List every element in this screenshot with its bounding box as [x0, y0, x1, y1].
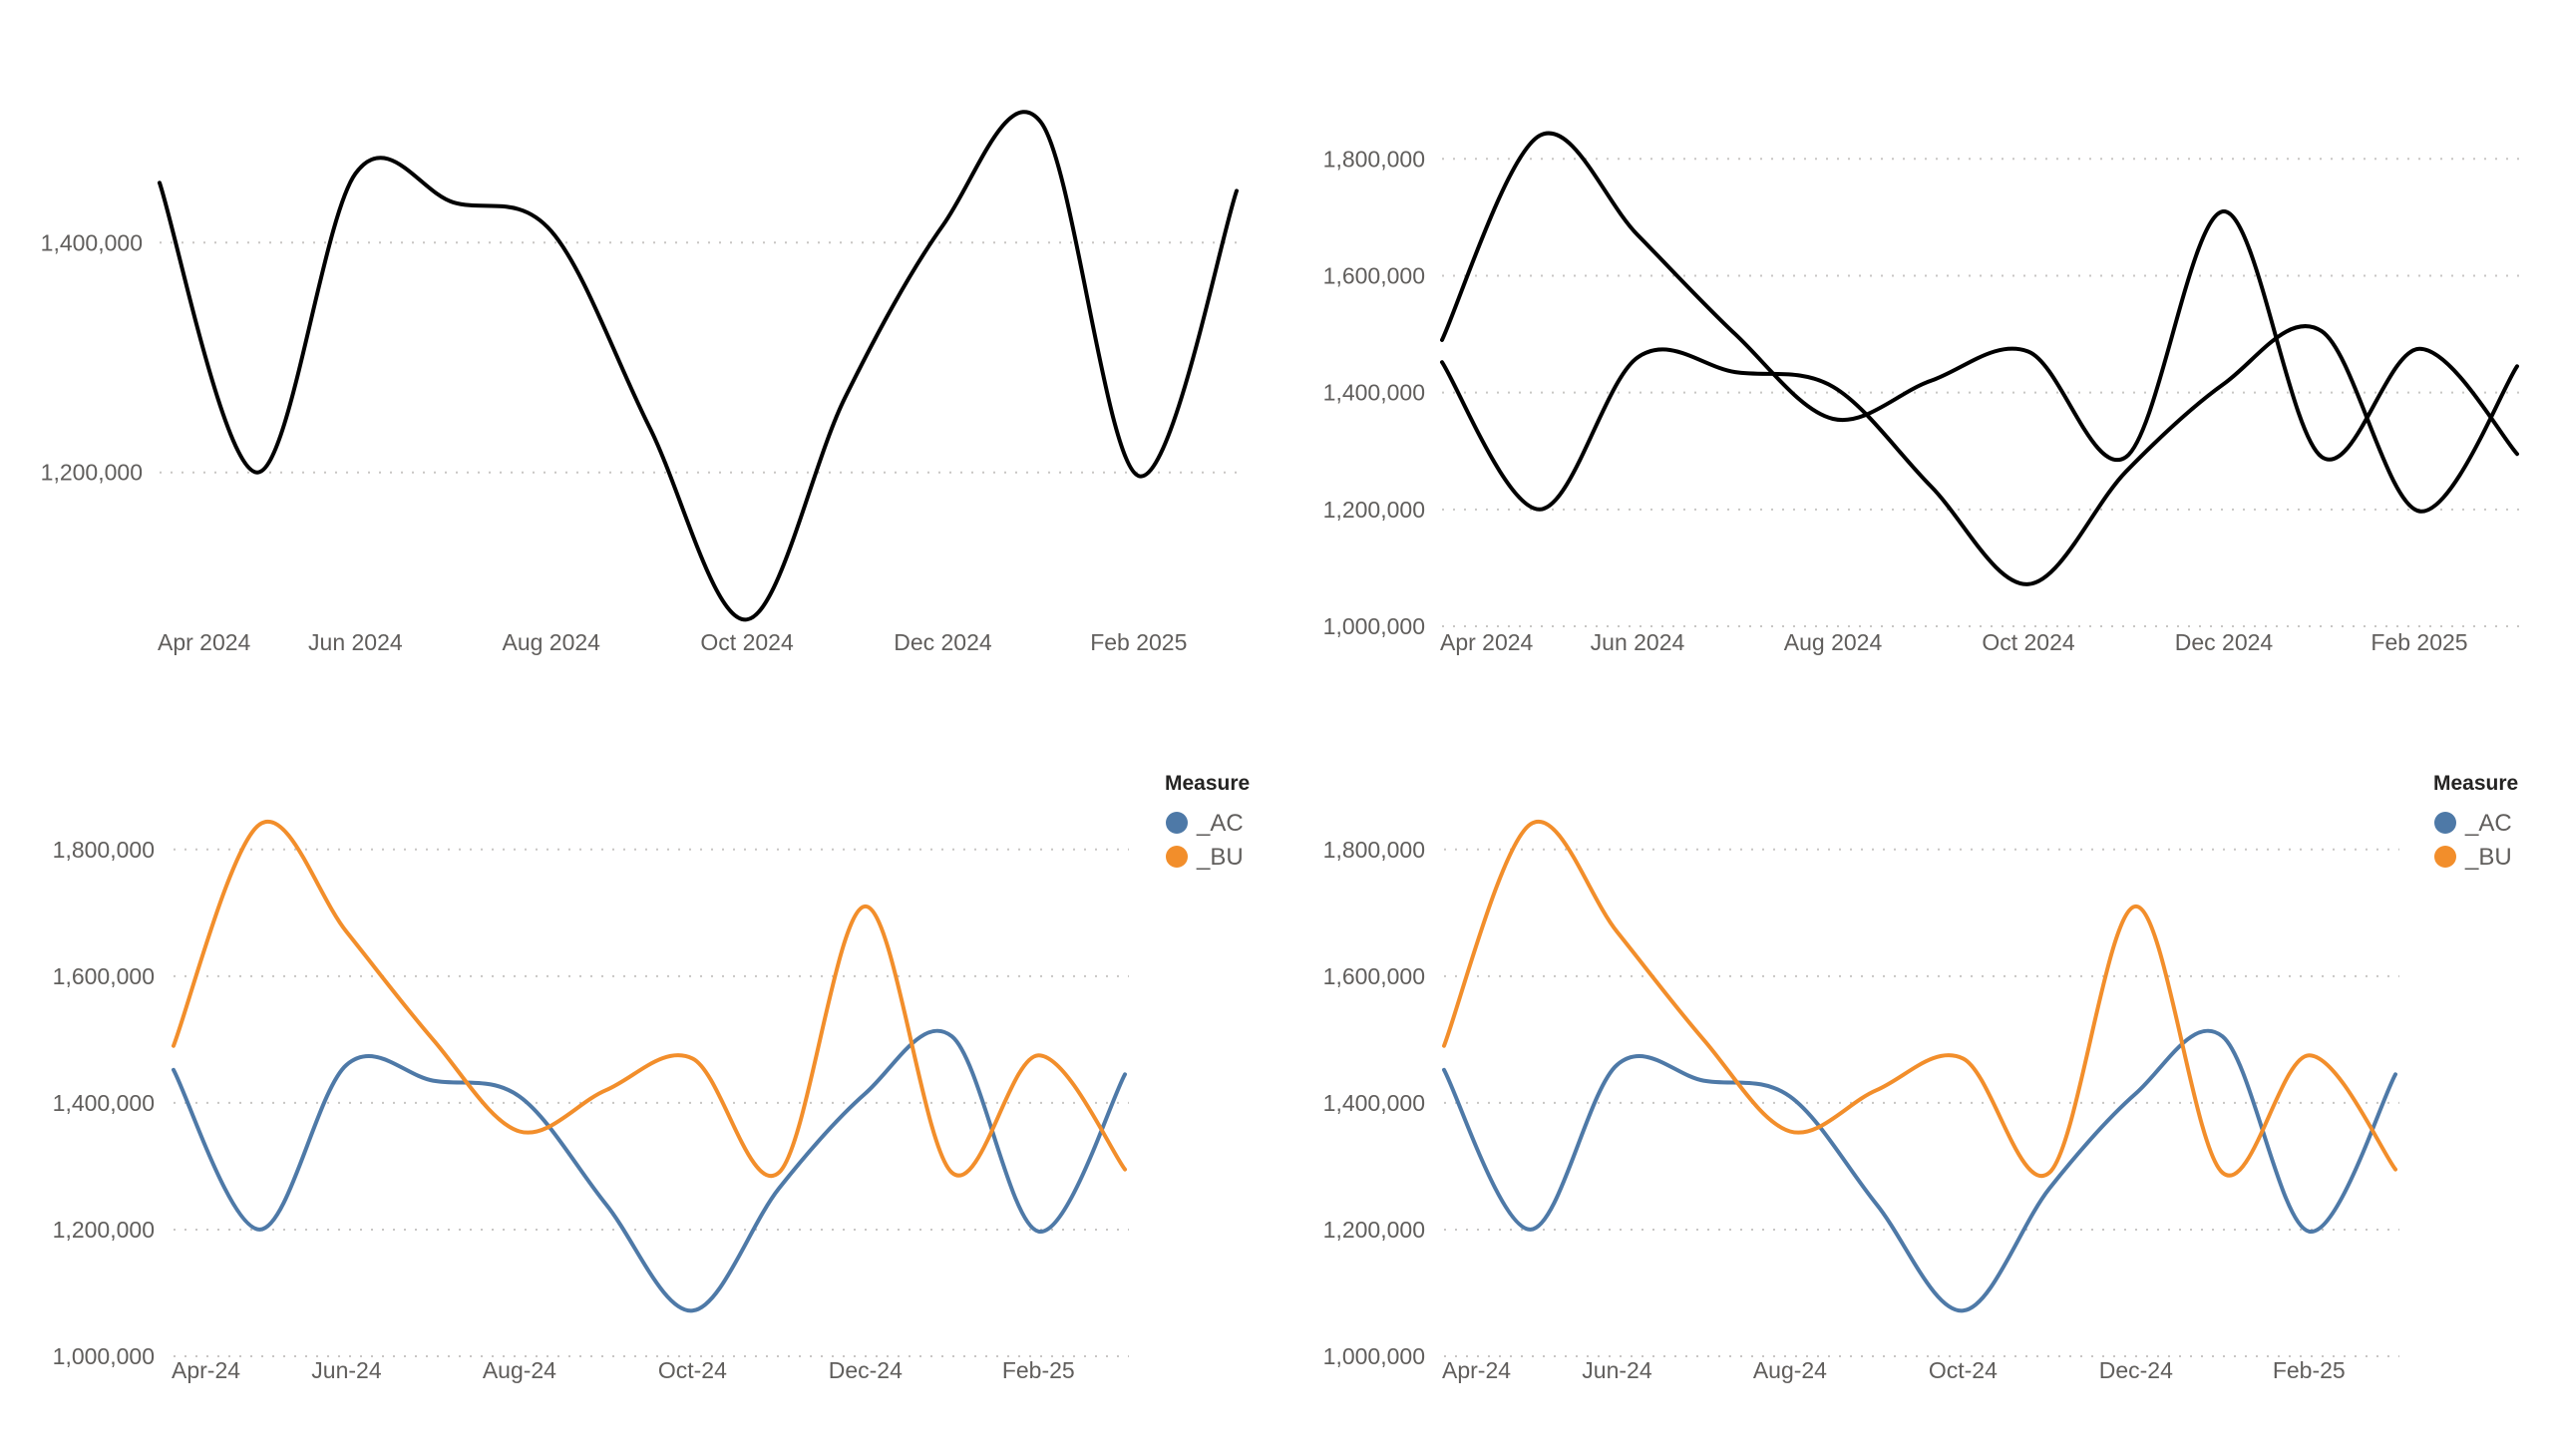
legend-marker	[1166, 846, 1188, 868]
y-tick-label: 1,000,000	[1323, 1343, 1425, 1369]
legend-marker	[2434, 812, 2456, 834]
y-tick-label: 1,000,000	[53, 1343, 155, 1369]
series-line	[172, 1028, 1127, 1313]
y-tick-label: 1,400,000	[1323, 380, 1425, 406]
chart-top-left-svg: 1,200,000 1,400,000 Apr 2024 Jun 2024 Aug 20…	[41, 110, 1242, 655]
chart-bottom-left-svg: 1,000,000 1,200,000 1,400,000 1,600,000 1,80…	[53, 772, 1251, 1383]
y-tick-label: 1,600,000	[1323, 963, 1425, 989]
y-tick-label: 1,400,000	[53, 1090, 155, 1116]
legend-marker	[2434, 846, 2456, 868]
series-line	[1442, 1028, 2397, 1313]
y-tick-label: 1,200,000	[53, 1217, 155, 1243]
x-tick-label: Apr 2024	[1440, 629, 1534, 655]
y-tick-label: 1,600,000	[1323, 262, 1425, 288]
legend-label: _AC	[2464, 810, 2512, 837]
x-tick-label: Dec-24	[2099, 1357, 2173, 1383]
x-tick-label: Oct 2024	[700, 629, 794, 655]
legend-label: _BU	[1196, 844, 1244, 871]
x-tick-label: Oct 2024	[1982, 629, 2075, 655]
y-tick-label: 1,800,000	[53, 837, 155, 863]
y-tick-label: 1,400,000	[1323, 1090, 1425, 1116]
x-tick-label: Oct-24	[1929, 1357, 1998, 1383]
chart-top-right-svg: 1,000,000 1,200,000 1,400,000 1,600,000 1,80…	[1323, 131, 2521, 655]
y-tick-label: 1,400,000	[41, 229, 143, 255]
x-tick-label: Feb-25	[1002, 1357, 1075, 1383]
x-tick-label: Oct-24	[658, 1357, 727, 1383]
x-tick-label: Feb-25	[2273, 1357, 2346, 1383]
y-tick-label: 1,000,000	[1323, 613, 1425, 639]
x-tick-label: Aug-24	[483, 1357, 556, 1383]
legend-label: _AC	[1196, 810, 1244, 837]
x-tick-label: Aug 2024	[502, 629, 600, 655]
x-tick-label: Apr-24	[1442, 1357, 1511, 1383]
x-tick-label: Feb 2025	[1090, 629, 1187, 655]
x-tick-label: Aug 2024	[1784, 629, 1883, 655]
x-tick-label: Aug-24	[1753, 1357, 1827, 1383]
series-line	[1440, 131, 2519, 463]
x-tick-label: Jun-24	[311, 1357, 382, 1383]
x-tick-label: Jun-24	[1582, 1357, 1652, 1383]
legend-marker	[1166, 812, 1188, 834]
x-tick-label: Dec-24	[829, 1357, 903, 1383]
x-tick-label: Apr 2024	[158, 629, 251, 655]
series-line	[1440, 324, 2519, 586]
chart-bottom-right-svg: 1,000,000 1,200,000 1,400,000 1,600,000 1,80…	[1323, 772, 2519, 1383]
series-line	[172, 819, 1127, 1178]
x-tick-label: Dec 2024	[2175, 629, 2274, 655]
chart-top-right: 1,000,000 1,200,000 1,400,000 1,600,000 1,80…	[1276, 0, 2553, 728]
series-line	[1442, 819, 2397, 1178]
legend-title: Measure	[2433, 772, 2518, 795]
x-tick-label: Apr-24	[172, 1357, 240, 1383]
y-tick-label: 1,800,000	[1323, 837, 1425, 863]
x-tick-label: Jun 2024	[1591, 629, 1685, 655]
chart-bottom-right: 1,000,000 1,200,000 1,400,000 1,600,000 1,80…	[1276, 728, 2553, 1456]
y-tick-label: 1,800,000	[1323, 146, 1425, 172]
y-tick-label: 1,200,000	[1323, 1217, 1425, 1243]
x-tick-label: Dec 2024	[894, 629, 992, 655]
x-tick-label: Jun 2024	[308, 629, 403, 655]
chart-top-left: 1,200,000 1,400,000 Apr 2024 Jun 2024 Aug 20…	[0, 0, 1276, 728]
legend-label: _BU	[2464, 844, 2512, 871]
y-tick-label: 1,200,000	[41, 460, 143, 486]
series-line	[158, 110, 1239, 622]
chart-bottom-left: 1,000,000 1,200,000 1,400,000 1,600,000 1,80…	[0, 728, 1276, 1456]
y-tick-label: 1,600,000	[53, 963, 155, 989]
x-tick-label: Feb 2025	[2371, 629, 2467, 655]
y-tick-label: 1,200,000	[1323, 497, 1425, 523]
legend-title: Measure	[1165, 772, 1250, 795]
